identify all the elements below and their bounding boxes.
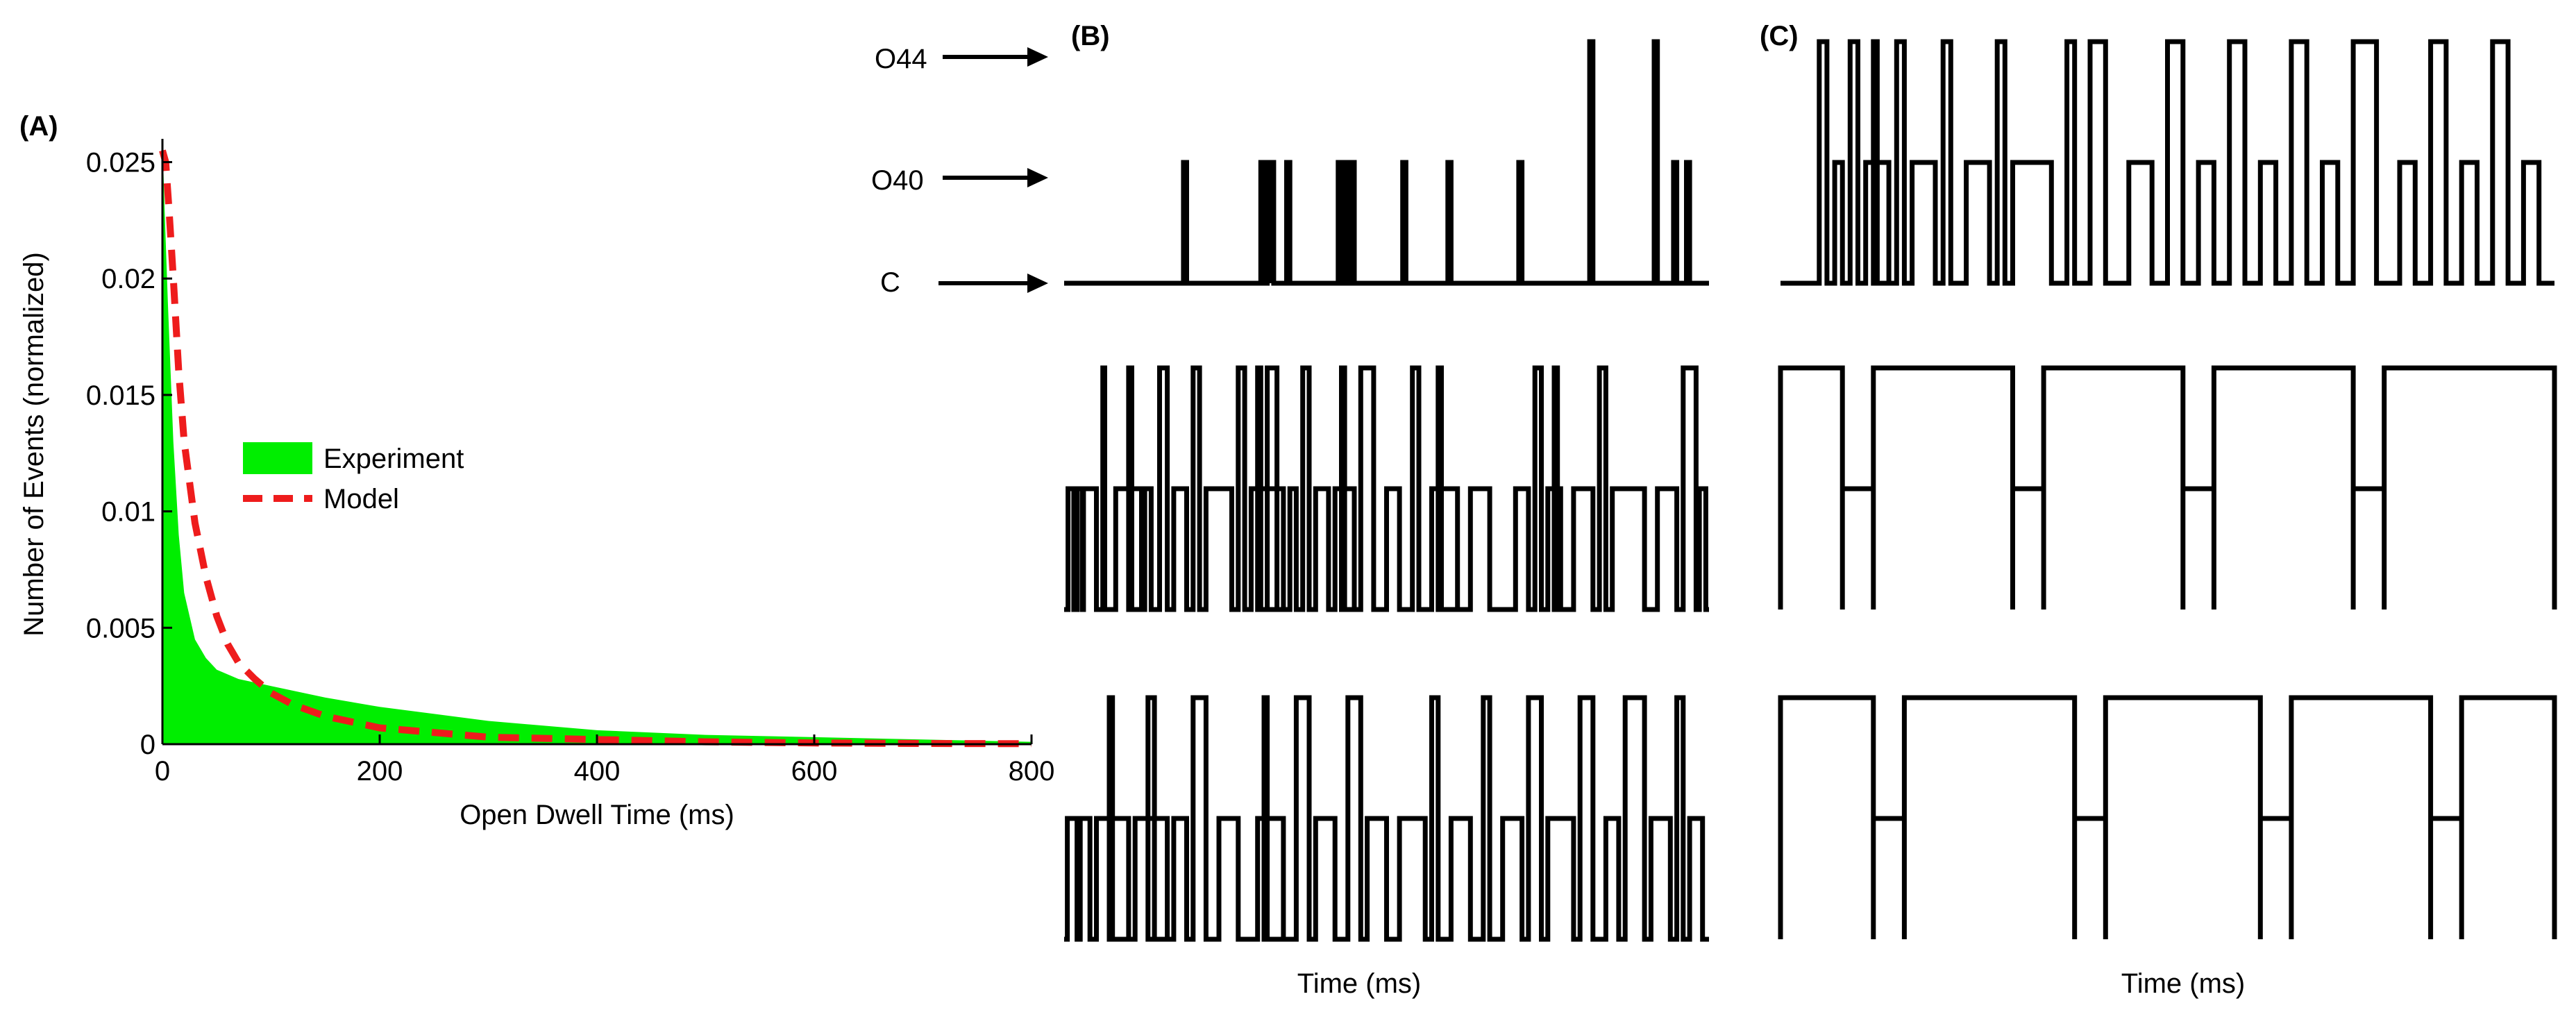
y-ticks: 0 0.005 0.01 0.015 0.02 0.025 [86, 148, 172, 760]
state-label-o44: O44 [875, 44, 927, 74]
panel-b-trace-3 [1064, 695, 1709, 942]
y-tick-label: 0.025 [86, 148, 155, 178]
legend: Experiment Model [243, 442, 464, 514]
y-tick-label: 0 [140, 730, 155, 760]
panel-c: (C) Time (ms) [1760, 21, 2557, 999]
arrow-o40 [943, 168, 1048, 187]
panel-b-x-axis-label: Time (ms) [1297, 968, 1421, 999]
panel-label-c: (C) [1760, 21, 1799, 51]
state-label-o40: O40 [871, 165, 924, 196]
y-tick-label: 0.005 [86, 613, 155, 644]
state-labels: O44 O40 C [871, 44, 1048, 298]
panel-c-traces [1778, 39, 2557, 939]
y-axis-label: Number of Events (normalized) [19, 252, 49, 637]
panel-b-trace-2 [1064, 365, 1709, 612]
y-tick-label: 0.02 [101, 264, 155, 294]
x-axis-label: Open Dwell Time (ms) [460, 800, 734, 830]
legend-swatch-experiment [243, 442, 312, 474]
x-tick-label: 200 [357, 756, 403, 787]
series-model-line [159, 149, 1032, 748]
arrow-c [938, 274, 1048, 293]
panel-c-trace-2 [1778, 365, 2557, 610]
y-tick-label: 0.015 [86, 380, 155, 411]
arrow-o44 [943, 47, 1048, 67]
panel-b-traces [1064, 39, 1709, 942]
x-ticks: 0 200 400 600 800 [155, 734, 1055, 787]
legend-label-model: Model [323, 484, 399, 514]
series-experiment-area [162, 139, 1032, 744]
panel-a-plot-area [159, 139, 1032, 748]
panel-c-trace-3 [1778, 695, 2557, 939]
x-tick-label: 600 [791, 756, 838, 787]
panel-label-a: (A) [19, 111, 58, 142]
panel-b-trace-1 [1064, 39, 1709, 286]
x-tick-label: 400 [574, 756, 621, 787]
panel-a: (A) 0 200 400 600 800 0 0.005 0.01 0.015 0.02 0.0… [19, 111, 1054, 830]
x-tick-label: 0 [155, 756, 170, 787]
panel-c-trace-1 [1781, 39, 2554, 286]
panel-b: (B) Time (ms) [1064, 21, 1709, 999]
panel-a-axes: 0 200 400 600 800 0 0.005 0.01 0.015 0.02 0.025 O… [19, 139, 1054, 830]
legend-label-experiment: Experiment [323, 444, 464, 474]
state-label-c: C [880, 267, 900, 298]
y-tick-label: 0.01 [101, 497, 155, 528]
panel-c-x-axis-label: Time (ms) [2121, 968, 2245, 999]
x-tick-label: 800 [1009, 756, 1055, 787]
panel-label-b: (B) [1071, 21, 1110, 51]
